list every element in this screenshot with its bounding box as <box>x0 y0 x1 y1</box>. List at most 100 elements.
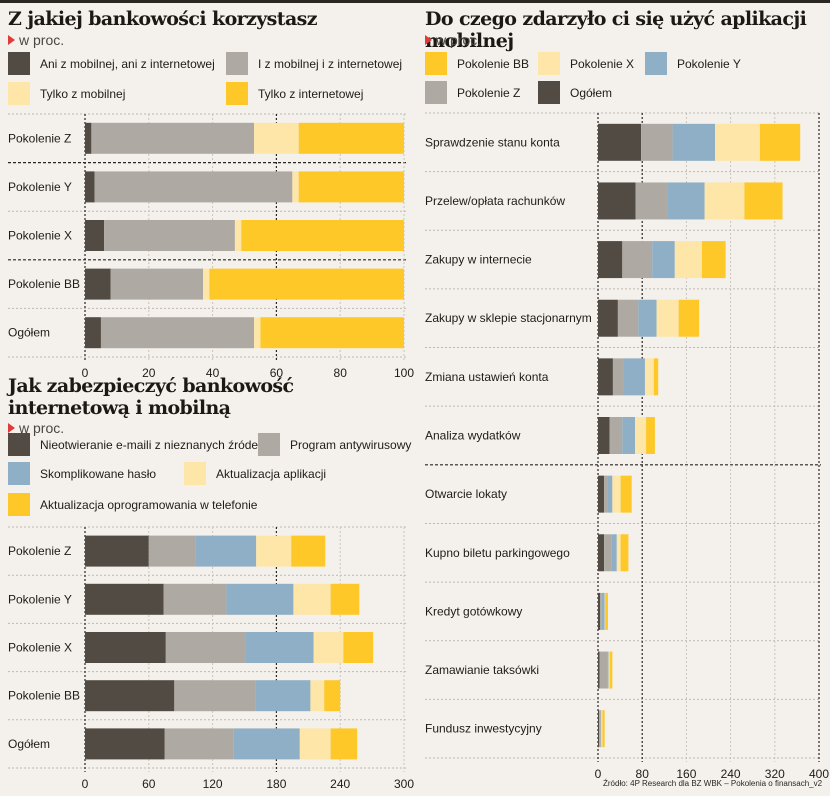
legend-item-pokolenie-z: Pokolenie Z <box>425 81 520 104</box>
bar-segment-sprawdzenie-stanu-konta-pokolenie-bb <box>759 123 801 161</box>
bar-segment-fundusz-inwestycyjny-pokolenie-y <box>600 710 602 748</box>
chart1-unit-text: w proc. <box>19 32 65 48</box>
chart1-unit: w proc. <box>8 32 64 48</box>
bar-segment-przelew-oplata-rachunkow-pokolenie-bb <box>744 182 783 220</box>
legend-label: Pokolenie Z <box>457 85 521 100</box>
chart3-plot: Sprawdzenie stanu konta Przelew/opłata ra… <box>425 112 829 781</box>
x-tick-label: 60 <box>142 777 156 791</box>
chart2-plot: Pokolenie Z Pokolenie Y Pokolenie X Pokolen… <box>8 526 414 791</box>
bar-segment-pokolenie-z-tylko-z-mobilnej <box>254 122 299 154</box>
category-label: Przelew/opłata rachunków <box>425 194 565 208</box>
bar-segment-przelew-oplata-rachunkow-pokolenie-z <box>635 182 668 220</box>
bar-segment-pokolenie-x-aktualizacja-oprogramowania-w-telefonie <box>343 632 374 663</box>
x-tick-label: 160 <box>676 767 696 781</box>
x-tick-label: 0 <box>82 366 89 380</box>
bar-segment-zakupy-w-sklepie-stacjonarnym-pokolenie-y <box>638 299 657 337</box>
bar-segment-otwarcie-lokaty-pokolenie-x <box>612 475 621 513</box>
bar-segment-zamawianie-taksowki-ogolem <box>598 651 600 689</box>
category-label: Pokolenie BB <box>8 277 80 291</box>
bar-segment-analiza-wydatkow-ogolem <box>598 417 610 454</box>
x-tick-label: 320 <box>765 767 785 781</box>
bar-segment-pokolenie-bb-program-antywirusowy <box>174 680 256 712</box>
bar-segment-pokolenie-x-program-antywirusowy <box>165 632 246 663</box>
legend-label: Aktualizacja aplikacji <box>216 466 327 481</box>
bar-segment-pokolenie-x-skomplikowane-haslo <box>245 632 314 663</box>
bar-segment-analiza-wydatkow-pokolenie-x <box>635 417 647 454</box>
x-tick-label: 300 <box>394 777 414 791</box>
bar-segment-otwarcie-lokaty-ogolem <box>598 475 605 513</box>
category-label: Pokolenie Y <box>8 592 72 606</box>
category-label: Pokolenie Z <box>8 131 71 145</box>
bar-segment-fundusz-inwestycyjny-pokolenie-x <box>601 710 603 748</box>
triangle-marker-icon <box>425 35 432 45</box>
category-label: Fundusz inwestycyjny <box>425 722 542 736</box>
category-label: Analiza wydatków <box>425 429 521 443</box>
legend-label: Skomplikowane hasło <box>40 466 157 481</box>
category-label: Kupno biletu parkingowego <box>425 546 570 560</box>
bar-segment-zakupy-w-internecie-ogolem <box>598 241 623 279</box>
bar-segment-przelew-oplata-rachunkow-pokolenie-y <box>667 182 705 220</box>
legend-swatch <box>258 433 280 456</box>
bar-segment-zamawianie-taksowki-pokolenie-y <box>607 651 609 689</box>
chart1-title: Z jakiej bankowości korzystasz <box>8 8 318 30</box>
bar-segment-fundusz-inwestycyjny-pokolenie-z <box>599 710 601 748</box>
bar-segment-kupno-biletu-parkingowego-pokolenie-y <box>611 534 617 572</box>
x-tick-label: 100 <box>394 366 414 380</box>
bar-segment-kredyt-gotowkowy-ogolem <box>598 592 601 630</box>
triangle-marker-icon <box>8 423 15 433</box>
bar-segment-ogolem-nieotwieranie-e-maili-z-nieznanych-zrodel <box>85 728 165 760</box>
legend-label: Ogółem <box>570 85 613 100</box>
bar-segment-pokolenie-bb-tylko-z-internetowej <box>209 268 404 300</box>
bar-segment-sprawdzenie-stanu-konta-pokolenie-x <box>715 123 760 161</box>
legend-item-i-z-mobilnej-i-z-internetowej: I z mobilnej i z internetowej <box>226 52 402 75</box>
bar-segment-pokolenie-x-ani-z-mobilnej-ani-z-internetowej <box>85 220 105 251</box>
bar-segment-zmiana-ustawien-konta-pokolenie-z <box>612 358 624 396</box>
bar-segment-pokolenie-z-nieotwieranie-e-maili-z-nieznanych-zrodel <box>85 535 149 567</box>
legend-label: Ani z mobilnej, ani z internetowej <box>40 56 215 71</box>
bar-segment-przelew-oplata-rachunkow-ogolem <box>598 182 636 220</box>
category-label: Otwarcie lokaty <box>425 487 507 501</box>
legend-label: Pokolenie X <box>570 56 635 71</box>
bar-segment-pokolenie-bb-tylko-z-mobilnej <box>203 268 210 300</box>
chart3-unit-text: w proc. <box>436 32 482 48</box>
legend-swatch <box>226 82 248 105</box>
bar-segment-ogolem-ani-z-mobilnej-ani-z-internetowej <box>85 317 101 349</box>
bar-segment-zmiana-ustawien-konta-ogolem <box>598 358 613 396</box>
bar-segment-pokolenie-y-skomplikowane-haslo <box>226 583 294 615</box>
legend-swatch <box>8 433 30 456</box>
legend-item-ogolem: Ogółem <box>538 81 612 104</box>
legend-label: Pokolenie BB <box>457 56 530 71</box>
bar-segment-pokolenie-y-aktualizacja-aplikacji <box>293 583 331 615</box>
bar-segment-kupno-biletu-parkingowego-ogolem <box>598 534 605 572</box>
bar-segment-pokolenie-x-nieotwieranie-e-maili-z-nieznanych-zrodel <box>85 632 166 663</box>
bar-segment-zmiana-ustawien-konta-pokolenie-y <box>623 358 645 396</box>
bar-segment-pokolenie-z-program-antywirusowy <box>148 535 196 567</box>
legend-item-pokolenie-y: Pokolenie Y <box>645 52 741 75</box>
bar-segment-pokolenie-x-aktualizacja-aplikacji <box>313 632 344 663</box>
bar-segment-pokolenie-bb-i-z-mobilnej-i-z-internetowej <box>110 268 204 300</box>
legend-label: Nieotwieranie e-maili z nieznanych źróde… <box>40 437 261 452</box>
legend-item-aktualizacja-oprogramowania-w-telefonie: Aktualizacja oprogramowania w telefonie <box>8 493 257 516</box>
bar-segment-fundusz-inwestycyjny-pokolenie-bb <box>602 710 605 748</box>
bar-segment-pokolenie-bb-ani-z-mobilnej-ani-z-internetowej <box>85 268 111 300</box>
bar-segment-zakupy-w-sklepie-stacjonarnym-pokolenie-bb <box>678 299 700 337</box>
x-tick-label: 0 <box>595 767 602 781</box>
bar-segment-zakupy-w-internecie-pokolenie-bb <box>701 241 726 279</box>
bar-segment-pokolenie-z-i-z-mobilnej-i-z-internetowej <box>91 122 255 154</box>
bar-segment-pokolenie-y-tylko-z-mobilnej <box>292 171 299 203</box>
bar-segment-przelew-oplata-rachunkow-pokolenie-x <box>704 182 745 220</box>
x-tick-label: 180 <box>266 777 286 791</box>
x-tick-label: 240 <box>721 767 741 781</box>
bar-segment-kredyt-gotowkowy-pokolenie-z <box>600 592 602 630</box>
bar-segment-ogolem-skomplikowane-haslo <box>233 728 300 760</box>
category-label: Pokolenie X <box>8 641 72 655</box>
source-note: Źródło: 4P Research dla BZ WBK – Pokolen… <box>603 779 823 788</box>
bar-segment-kupno-biletu-parkingowego-pokolenie-z <box>604 534 612 572</box>
bar-segment-pokolenie-z-ani-z-mobilnej-ani-z-internetowej <box>85 122 92 154</box>
chart2-unit-text: w proc. <box>19 420 65 436</box>
bar-segment-zakupy-w-sklepie-stacjonarnym-ogolem <box>598 299 618 337</box>
bar-segment-zakupy-w-internecie-pokolenie-y <box>652 241 675 279</box>
top-border <box>0 0 830 3</box>
legend-swatch <box>8 493 30 516</box>
bar-segment-ogolem-tylko-z-mobilnej <box>254 317 261 349</box>
